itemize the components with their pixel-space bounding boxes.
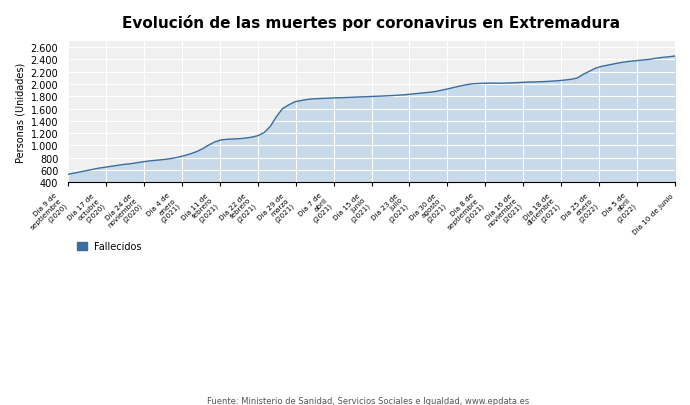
Legend: Fallecidos: Fallecidos [73, 238, 146, 256]
Title: Evolución de las muertes por coronavirus en Extremadura: Evolución de las muertes por coronavirus… [122, 15, 620, 31]
Y-axis label: Personas (Unidades): Personas (Unidades) [15, 62, 25, 162]
Text: Fuente: Ministerio de Sanidad, Servicios Sociales e Igualdad, www.epdata.es: Fuente: Ministerio de Sanidad, Servicios… [207, 396, 529, 405]
